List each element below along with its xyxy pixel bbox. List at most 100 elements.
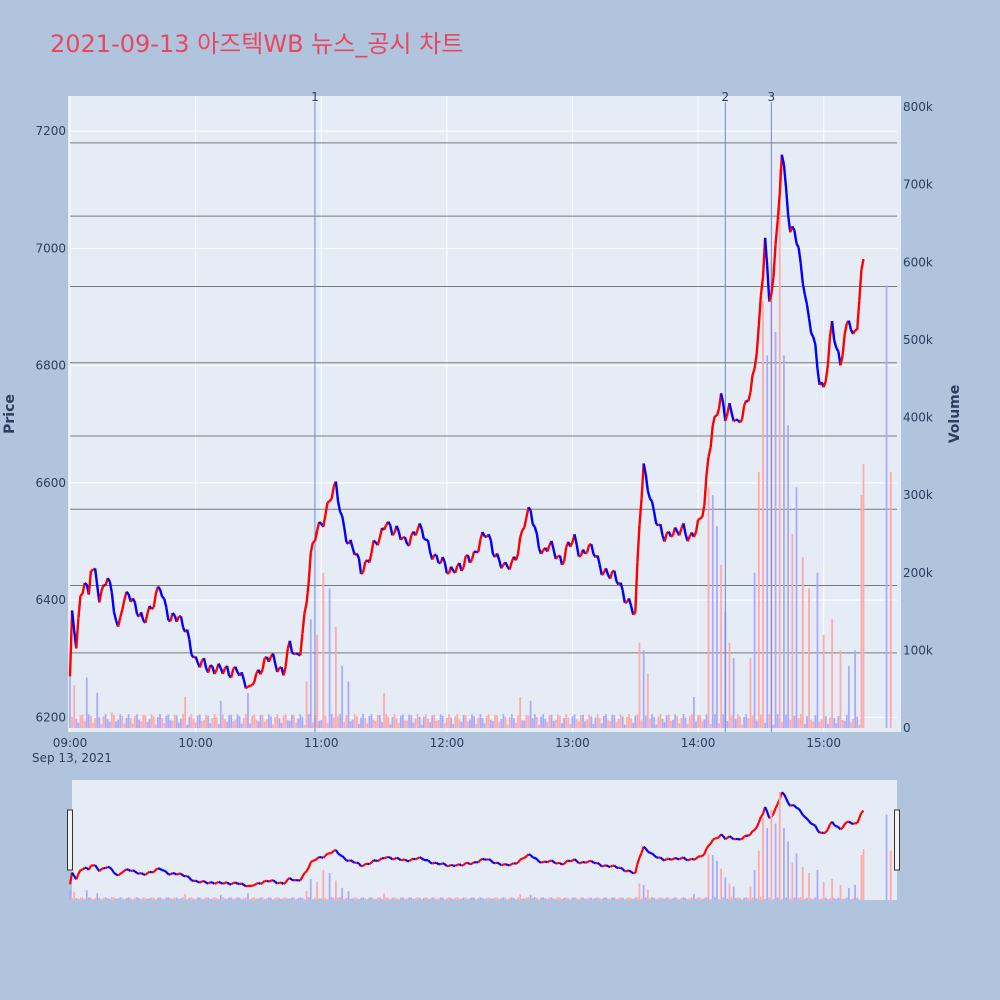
- price-segment: [634, 562, 639, 613]
- navigator-volume-bar: [789, 898, 792, 900]
- navigator-volume-bar: [207, 897, 210, 900]
- volume-bar: [464, 714, 467, 728]
- navigator-price-segment: [349, 859, 354, 863]
- navigator-volume-bar: [161, 898, 164, 900]
- volume-bar: [517, 715, 519, 728]
- volume-bar: [661, 718, 664, 728]
- navigator-volume-bar: [711, 855, 714, 900]
- volume-bar: [688, 716, 691, 728]
- navigator-volume-bar: [272, 899, 274, 900]
- navigator-volume-bar: [651, 897, 653, 900]
- navigator-price-segment: [496, 861, 500, 865]
- navigator-volume-bar: [500, 898, 503, 900]
- volume-bar: [854, 650, 857, 728]
- volume-bar: [709, 723, 712, 728]
- navigator-volume-bar: [129, 898, 132, 900]
- navigator-volume-bar: [152, 897, 155, 900]
- price-segment: [217, 663, 222, 669]
- navigator-volume-bar: [508, 897, 511, 900]
- navigator-volume-bar: [797, 898, 800, 900]
- volume-bar: [332, 717, 335, 728]
- price-segment: [699, 516, 703, 520]
- navigator-price-segment: [695, 855, 699, 860]
- volume-bar: [443, 723, 446, 728]
- navigator-price-segment: [651, 852, 655, 857]
- price-segment: [747, 392, 752, 402]
- navigator-volume-bar: [617, 898, 620, 900]
- volume-bar: [190, 714, 193, 728]
- navigator-price-segment: [590, 860, 595, 864]
- navigator-price-segment: [450, 863, 454, 867]
- navigator-volume-bar: [150, 897, 153, 900]
- volume-bar: [489, 719, 492, 728]
- volume-bar: [778, 169, 781, 729]
- navigator-price-segment: [429, 861, 433, 865]
- volume-bar: [588, 714, 591, 728]
- price-segment: [759, 276, 765, 296]
- navigator-price-segment: [647, 850, 651, 854]
- volume-bar: [293, 715, 295, 728]
- y2-tick-label: 200k: [903, 566, 933, 580]
- navigator-volume-bar: [841, 898, 844, 900]
- price-segment: [707, 447, 712, 457]
- navigator-price-segment: [774, 803, 779, 809]
- navigator-volume-bar: [131, 899, 134, 900]
- price-segment: [648, 497, 654, 503]
- navigator-volume-bar: [240, 899, 243, 900]
- navigator-price-segment: [370, 859, 375, 864]
- price-segment: [826, 336, 832, 365]
- navigator-price-segment: [419, 856, 423, 860]
- volume-bar: [602, 715, 605, 728]
- navigator-price-segment: [105, 865, 109, 870]
- navigator-volume-bar: [749, 886, 752, 900]
- volume-bar: [655, 724, 658, 728]
- navigator-volume-bar: [98, 897, 101, 900]
- price-segment: [609, 571, 614, 579]
- navigator-volume-bar: [188, 897, 191, 900]
- navigator-volume-bar: [278, 898, 281, 900]
- navigator-volume-bar: [634, 897, 637, 900]
- price-segment: [119, 609, 124, 618]
- navigator-volume-bar: [374, 898, 377, 900]
- volume-bar: [575, 719, 578, 728]
- volume-bar: [353, 714, 356, 728]
- navigator-price-segment: [287, 877, 291, 881]
- navigator-price-segment: [237, 882, 240, 886]
- navigator-price-segment: [266, 879, 270, 883]
- volume-bar: [573, 714, 576, 728]
- navigator-price-segment: [410, 857, 414, 861]
- navigator-price-segment: [482, 857, 485, 861]
- navigator-volume-bar: [228, 897, 231, 900]
- navigator-volume-bar: [747, 898, 750, 900]
- volume-bar: [630, 718, 633, 728]
- y2-tick-label: 300k: [903, 488, 933, 502]
- price-segment: [106, 577, 111, 583]
- navigator-price-segment: [205, 881, 209, 885]
- navigator-volume-bar: [512, 898, 515, 900]
- volume-bar: [636, 714, 639, 728]
- navigator-volume-bar: [757, 850, 760, 900]
- navigator-price-segment: [431, 861, 435, 865]
- navigator-volume-bar: [695, 898, 697, 900]
- volume-bar: [441, 715, 444, 728]
- volume-bar: [330, 714, 333, 728]
- navigator-price-segment: [216, 880, 220, 885]
- price-segment: [403, 536, 409, 545]
- navigator-price-segment: [333, 848, 337, 852]
- volume-bar: [280, 722, 283, 728]
- price-segment: [489, 540, 495, 555]
- volume-bar: [613, 715, 616, 728]
- navigator-volume-bar: [661, 898, 664, 900]
- price-segment: [387, 521, 392, 527]
- navigator-volume-bar: [833, 898, 836, 900]
- navigator-volume-bar: [515, 899, 517, 900]
- navigator-volume-bar: [276, 897, 279, 900]
- price-segment: [161, 595, 166, 600]
- navigator-price-segment: [444, 863, 448, 867]
- volume-bar: [244, 714, 247, 728]
- navigator-volume-bar: [452, 899, 455, 900]
- volume-bar: [387, 716, 390, 728]
- navigator-volume-bar: [94, 898, 97, 900]
- navigator-price-segment: [787, 802, 792, 807]
